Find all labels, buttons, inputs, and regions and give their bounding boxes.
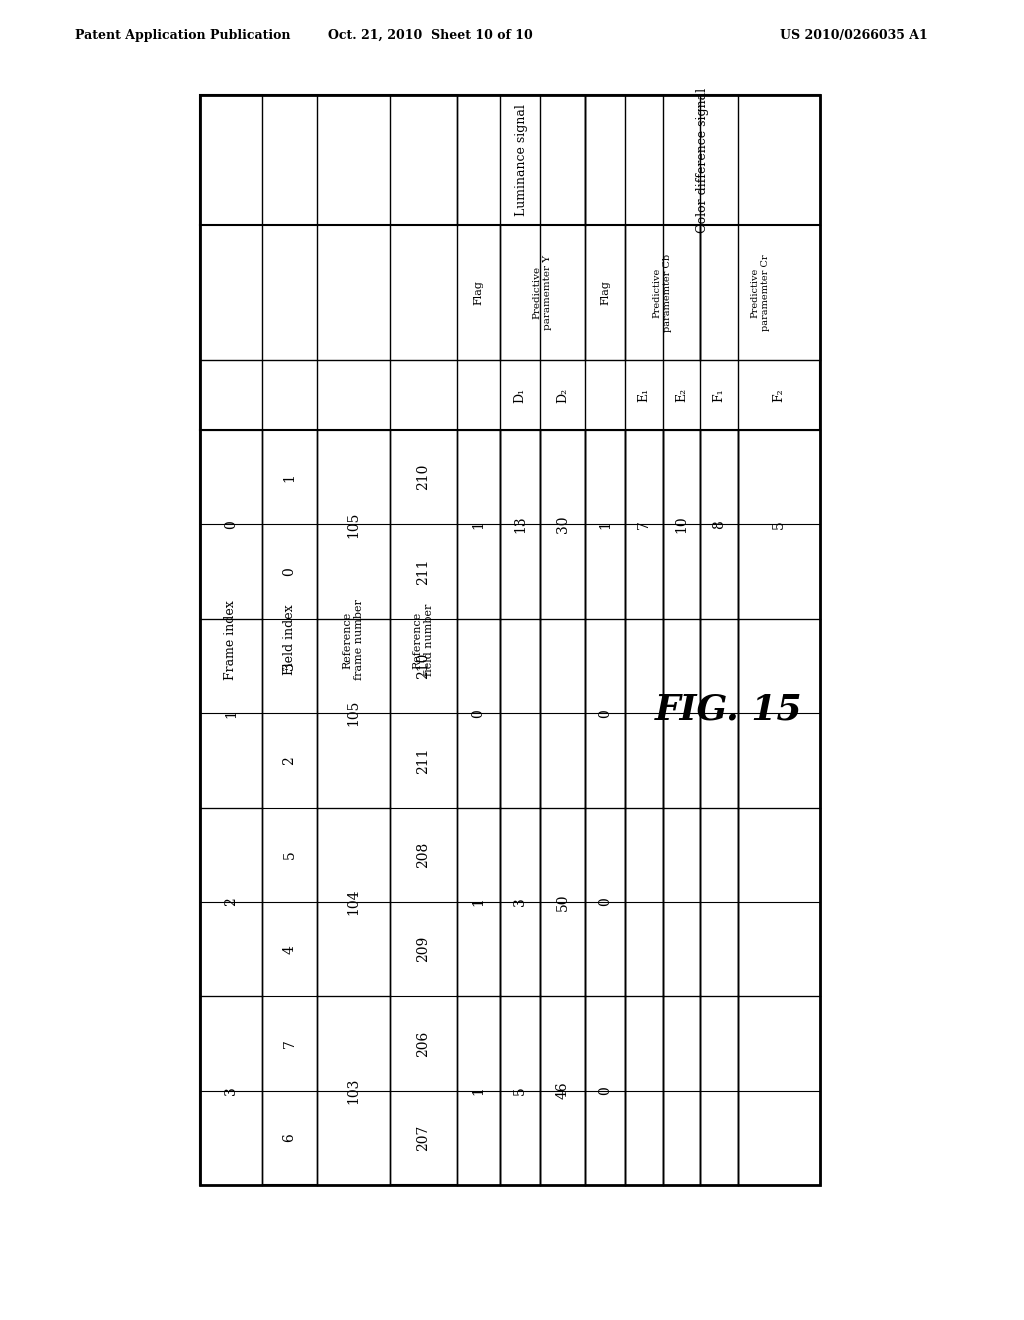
Text: Luminance signal: Luminance signal — [514, 104, 527, 216]
Text: 206: 206 — [417, 1031, 430, 1056]
Text: 5: 5 — [283, 850, 297, 859]
Text: Flag: Flag — [473, 280, 483, 305]
Text: 0: 0 — [224, 520, 238, 529]
Text: 13: 13 — [513, 516, 527, 533]
Text: F₁: F₁ — [713, 388, 725, 401]
Text: 1: 1 — [471, 1086, 485, 1096]
Text: 1: 1 — [224, 709, 238, 718]
Text: 0: 0 — [598, 1086, 612, 1096]
Text: 105: 105 — [346, 700, 360, 726]
Text: 2: 2 — [283, 756, 297, 764]
Bar — [200, 95, 820, 1185]
Text: Color difference signal: Color difference signal — [696, 87, 709, 232]
Text: 0: 0 — [283, 568, 297, 576]
Text: 2: 2 — [224, 898, 238, 907]
Text: 3: 3 — [224, 1086, 238, 1096]
Text: D₂: D₂ — [556, 388, 569, 403]
Text: 208: 208 — [417, 842, 430, 867]
Text: Patent Application Publication: Patent Application Publication — [75, 29, 291, 41]
Text: 209: 209 — [417, 936, 430, 962]
Text: 3: 3 — [513, 898, 527, 907]
Text: E₁: E₁ — [638, 388, 650, 403]
Text: Predictive
paramemter Y: Predictive paramemter Y — [532, 255, 552, 330]
Text: Reference
frame number: Reference frame number — [343, 599, 365, 680]
Text: 105: 105 — [346, 511, 360, 537]
Bar — [200, 95, 820, 1185]
Text: 7: 7 — [637, 520, 651, 529]
Text: 211: 211 — [417, 747, 430, 774]
Text: Field index: Field index — [283, 605, 296, 676]
Text: 104: 104 — [346, 888, 360, 915]
Text: 4: 4 — [283, 945, 297, 953]
Text: E₂: E₂ — [675, 388, 688, 403]
Text: F₂: F₂ — [772, 388, 785, 401]
Text: Predictive
paramemter Cb: Predictive paramemter Cb — [653, 253, 672, 331]
Text: 46: 46 — [555, 1082, 569, 1100]
Text: 7: 7 — [283, 1039, 297, 1048]
Text: US 2010/0266035 A1: US 2010/0266035 A1 — [780, 29, 928, 41]
Text: 1: 1 — [471, 898, 485, 907]
Text: Frame index: Frame index — [224, 601, 238, 680]
Text: 103: 103 — [346, 1077, 360, 1104]
Text: 5: 5 — [513, 1086, 527, 1096]
Text: 8: 8 — [712, 520, 726, 529]
Text: 5: 5 — [772, 520, 786, 529]
Text: D₁: D₁ — [513, 388, 526, 403]
Text: 1: 1 — [598, 520, 612, 529]
Text: 1: 1 — [471, 520, 485, 529]
Text: 0: 0 — [471, 709, 485, 718]
Text: Flag: Flag — [600, 280, 610, 305]
Text: 6: 6 — [283, 1134, 297, 1142]
Text: FIG. 15: FIG. 15 — [655, 693, 803, 727]
Text: 211: 211 — [417, 558, 430, 585]
Text: 210: 210 — [417, 465, 430, 490]
Text: Reference
field number: Reference field number — [413, 603, 434, 676]
Text: 3: 3 — [283, 661, 297, 671]
Text: 1: 1 — [283, 473, 297, 482]
Text: Oct. 21, 2010  Sheet 10 of 10: Oct. 21, 2010 Sheet 10 of 10 — [328, 29, 532, 41]
Text: Predictive
paramemter Cr: Predictive paramemter Cr — [751, 255, 770, 331]
Text: 0: 0 — [598, 898, 612, 907]
Text: 10: 10 — [675, 516, 688, 533]
Text: 210: 210 — [417, 653, 430, 678]
Text: 207: 207 — [417, 1125, 430, 1151]
Text: 0: 0 — [598, 709, 612, 718]
Text: 30: 30 — [555, 516, 569, 533]
Text: 50: 50 — [555, 894, 569, 911]
